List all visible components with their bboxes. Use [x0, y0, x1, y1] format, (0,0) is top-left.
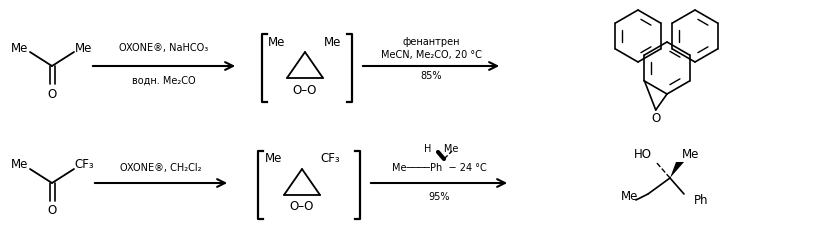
Text: OXONE®, NaHCO₃: OXONE®, NaHCO₃ — [119, 43, 208, 53]
Text: Me: Me — [75, 41, 92, 55]
Text: Me────Ph  − 24 °C: Me────Ph − 24 °C — [392, 163, 486, 173]
Text: 85%: 85% — [421, 71, 441, 81]
Text: Me: Me — [12, 41, 28, 55]
Text: водн. Me₂CO: водн. Me₂CO — [132, 76, 196, 86]
Text: Me: Me — [268, 35, 286, 49]
Text: O: O — [651, 113, 661, 125]
Text: H    Me: H Me — [424, 144, 458, 154]
Text: CF₃: CF₃ — [320, 153, 340, 165]
Text: O–O: O–O — [293, 84, 317, 96]
Text: MeCN, Me₂CO, 20 °C: MeCN, Me₂CO, 20 °C — [381, 50, 481, 60]
Text: Me: Me — [266, 153, 282, 165]
Text: O: O — [47, 205, 57, 217]
Text: OXONE®, CH₂Cl₂: OXONE®, CH₂Cl₂ — [120, 163, 202, 173]
Text: CF₃: CF₃ — [74, 158, 94, 172]
Text: фенантрен: фенантрен — [402, 37, 460, 47]
Text: HO: HO — [634, 148, 652, 160]
Text: Me: Me — [12, 158, 28, 172]
Text: Me: Me — [682, 148, 700, 160]
Text: 95%: 95% — [428, 192, 450, 202]
Polygon shape — [670, 162, 684, 178]
Text: Me: Me — [621, 189, 638, 203]
Text: Ph: Ph — [694, 193, 709, 207]
Text: O: O — [47, 88, 57, 100]
Text: O–O: O–O — [290, 200, 314, 214]
Text: Me: Me — [324, 35, 342, 49]
